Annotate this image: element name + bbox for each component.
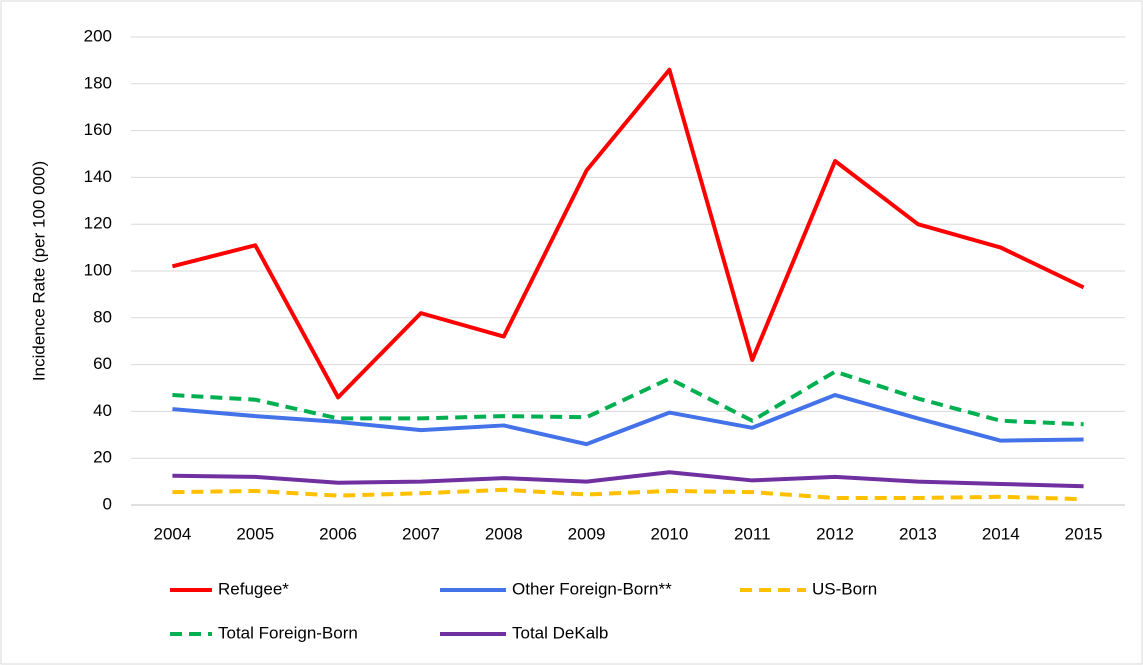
y-tick-label: 180 [84,73,112,92]
series-line [171,67,1085,400]
x-tick-label: 2009 [568,524,606,543]
y-tick-label: 80 [93,307,112,326]
y-tick-label: 40 [93,401,112,420]
x-tick-label: 2010 [651,524,689,543]
y-tick-label: 60 [93,354,112,373]
y-tick-label: 0 [103,494,112,513]
x-tick-label: 2011 [734,524,771,543]
x-tick-label: 2012 [816,524,854,543]
x-tick-label: 2006 [319,524,357,543]
y-tick-label: 120 [84,214,112,233]
series-line [172,369,1084,427]
legend-label: US-Born [812,579,877,598]
legend-label: Other Foreign-Born** [512,579,672,598]
legend-label: Refugee* [218,579,289,598]
y-axis-label: Incidence Rate (per 100 000) [29,161,48,381]
x-tick-label: 2014 [982,524,1020,543]
y-tick-label: 100 [84,260,112,279]
y-tick-label: 20 [93,448,112,467]
x-tick-label: 2015 [1065,524,1103,543]
series-line [172,393,1084,447]
x-tick-label: 2013 [899,524,937,543]
legend-label: Total Foreign-Born [218,623,358,642]
series-line [172,487,1084,502]
x-tick-label: 2004 [154,524,192,543]
y-tick-label: 160 [84,120,112,139]
legend-label: Total DeKalb [512,623,608,642]
x-tick-label: 2008 [485,524,523,543]
x-tick-label: 2005 [236,524,274,543]
series-line [172,470,1084,489]
x-tick-label: 2007 [402,524,440,543]
y-tick-label: 140 [84,167,112,186]
y-tick-label: 200 [84,26,112,45]
